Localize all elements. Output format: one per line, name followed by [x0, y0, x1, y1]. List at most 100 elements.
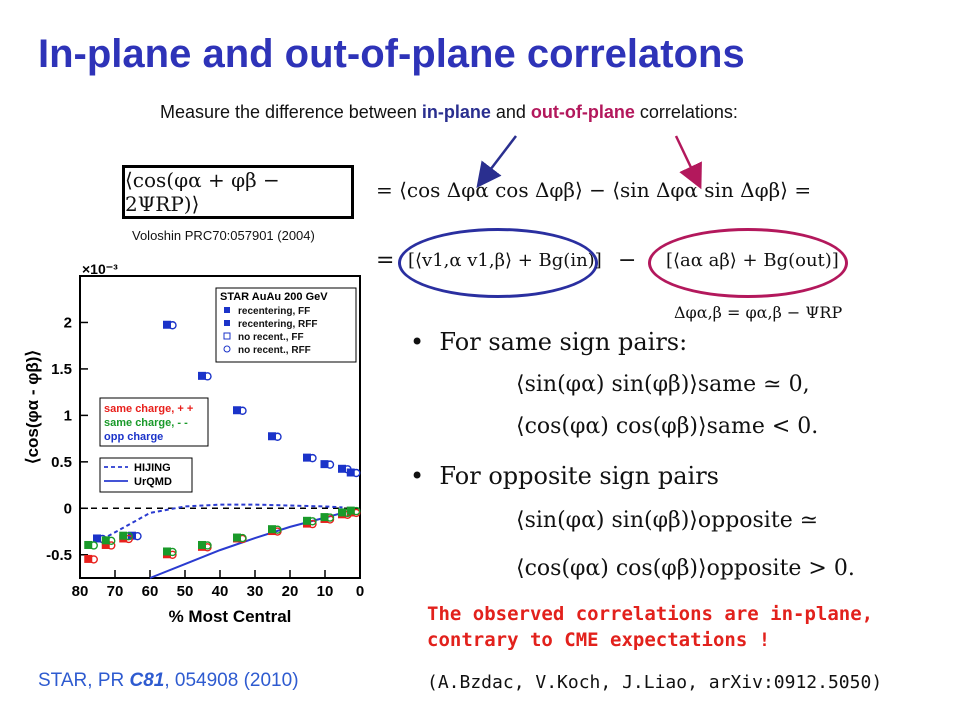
data-point [84, 540, 93, 549]
data-point [320, 460, 329, 469]
model-curve-hijing [107, 503, 343, 538]
measure-and: and [490, 102, 531, 122]
out-of-plane-ellipse [648, 228, 848, 298]
y-tick-label: 0.5 [51, 454, 72, 471]
in-plane-ellipse [398, 228, 598, 298]
bullet-dot: • [410, 462, 440, 490]
y-tick-label: 1.5 [51, 361, 72, 378]
bullet-same-label: For same sign pairs: [439, 328, 688, 356]
legend-entry: no recent., FF [238, 332, 304, 343]
legend-model-entry: UrQMD [134, 476, 172, 488]
y-tick-label: -0.5 [46, 547, 72, 564]
opp-eq-1: ⟨sin(φα) sin(φβ)⟩opposite ≃ [516, 508, 819, 533]
x-tick-label: 80 [72, 583, 89, 600]
data-point [203, 372, 212, 381]
legend-marker [223, 332, 231, 340]
data-point [89, 555, 98, 564]
legend-entry: no recent., RFF [238, 345, 311, 356]
data-point [233, 533, 241, 542]
legend-marker [224, 320, 230, 326]
y-tick-label: 2 [64, 314, 72, 331]
out-of-plane-label: out-of-plane [530, 102, 635, 122]
data-point [308, 517, 317, 526]
data-point [303, 516, 311, 525]
data-point [325, 513, 335, 522]
legend-charge-box [99, 397, 209, 447]
legend-model-box [99, 457, 193, 493]
data-point [203, 541, 212, 550]
boxed-equation: ⟨cos(φα + φβ − 2ΨRP)⟩ [122, 165, 354, 219]
data-point [168, 321, 177, 330]
x-tick-label: 20 [282, 583, 299, 600]
delta-definition: Δφα,β = φα,β − ΨRP [674, 303, 843, 322]
legend-marker [224, 307, 230, 313]
data-point [268, 432, 276, 441]
data-point [107, 541, 116, 550]
correlation-chart: 80 70 60 50 40 30 20 10 0 -0.5 0 0.5 1 1.5 2 ×10⁻³ % Mos… [23, 261, 364, 626]
x-tick-label: 30 [247, 583, 264, 600]
bullet-same-sign: • For same sign pairs: [410, 328, 687, 356]
legend-charge-entry: same charge, - - [104, 417, 188, 429]
star-ref-volume: C81 [129, 670, 165, 691]
in-plane-label: in-plane [421, 102, 491, 122]
in-plane-term: [⟨v1,α v1,β⟩ + Bg(in)] [408, 250, 602, 271]
data-point [124, 531, 133, 541]
data-point [107, 536, 116, 546]
data-point [268, 525, 276, 534]
legend-header: STAR AuAu 200 GeV [220, 291, 328, 303]
data-point [198, 540, 206, 549]
y-tick-label: 1 [64, 407, 72, 424]
data-point [303, 453, 311, 462]
page-title: In-plane and out-of-plane correlatons [38, 32, 745, 76]
legend-charge-entry: opp charge [104, 431, 163, 443]
star-ref-suffix: , 054908 (2010) [164, 670, 299, 691]
data-point [233, 406, 241, 415]
data-point [93, 534, 101, 543]
data-point [273, 432, 282, 441]
data-point [84, 554, 93, 563]
data-point [163, 320, 171, 329]
x-tick-label: 50 [177, 583, 194, 600]
data-point [273, 525, 282, 534]
data-point [163, 547, 171, 556]
star-reference: STAR, PR C81, 054908 (2010) [38, 670, 299, 692]
legend-charge-entry: same charge, + + [104, 403, 193, 415]
legend-top-box [215, 287, 357, 363]
data-point [352, 506, 361, 516]
data-point [119, 531, 128, 540]
data-point [338, 464, 346, 473]
data-point [352, 468, 361, 478]
y-axis-label: ⟨cos(φα - φβ)⟩ [23, 350, 42, 464]
voloshin-reference: Voloshin PRC70:057901 (2004) [132, 228, 315, 243]
data-point [346, 506, 355, 515]
measure-suffix: correlations: [634, 102, 738, 122]
data-point [89, 541, 98, 550]
bullet-opposite-sign: • For opposite sign pairs [410, 462, 719, 490]
data-point [101, 536, 110, 545]
data-point [338, 508, 346, 517]
data-point [308, 453, 317, 463]
measure-prefix: Measure the difference between [160, 102, 422, 122]
minus-sign: − [618, 248, 637, 273]
same-eq-1: ⟨sin(φα) sin(φβ)⟩same ≃ 0, [516, 372, 810, 397]
bullet-opposite-label: For opposite sign pairs [439, 462, 719, 490]
y-multiplier: ×10⁻³ [82, 261, 118, 277]
measure-statement: Measure the difference between in-plane … [160, 102, 738, 123]
legend-model-entry: HIJING [134, 462, 171, 474]
conclusion-text: The observed correlations are in-plane, … [427, 603, 874, 651]
legend-marker [223, 345, 231, 353]
y-tick-label: 0 [64, 500, 72, 517]
star-ref-prefix: STAR, PR [38, 670, 130, 691]
data-point [168, 547, 177, 557]
data-point [320, 513, 329, 522]
out-of-plane-arrow [674, 135, 702, 190]
legend-entry: recentering, RFF [238, 319, 317, 330]
data-point [346, 468, 355, 477]
out-of-plane-term: [⟨aα aβ⟩ + Bg(out)] [666, 250, 839, 271]
data-point [238, 533, 247, 543]
bullet-dot: • [410, 328, 440, 356]
data-point [133, 531, 142, 541]
opp-eq-2: ⟨cos(φα) cos(φβ)⟩opposite > 0. [516, 556, 855, 581]
equation-line-1: = ⟨cos Δφα cos Δφβ⟩ − ⟨sin Δφα sin Δφβ⟩ … [376, 178, 812, 202]
citation: (A.Bzdac, V.Koch, J.Liao, arXiv:0912.505… [427, 672, 883, 693]
